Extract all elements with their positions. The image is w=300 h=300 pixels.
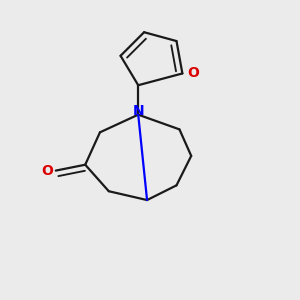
Text: O: O [187, 66, 199, 80]
Text: O: O [42, 164, 53, 178]
Text: N: N [132, 104, 144, 118]
